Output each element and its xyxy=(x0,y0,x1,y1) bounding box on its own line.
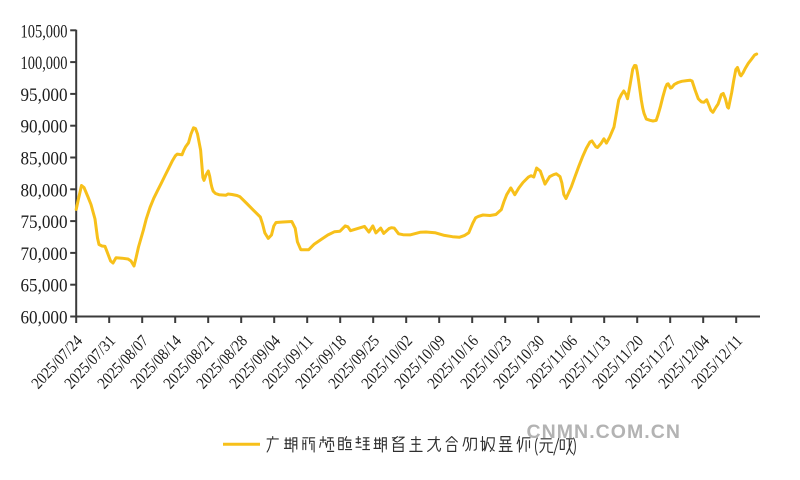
svg-text:75,000: 75,000 xyxy=(21,213,68,233)
svg-text:60,000: 60,000 xyxy=(21,309,68,329)
svg-text:65,000: 65,000 xyxy=(21,277,68,297)
svg-text:95,000: 95,000 xyxy=(21,86,68,106)
svg-text:80,000: 80,000 xyxy=(21,181,68,201)
svg-text:70,000: 70,000 xyxy=(21,245,68,265)
svg-text:90,000: 90,000 xyxy=(21,118,68,138)
svg-text:CNMN.COM.CN: CNMN.COM.CN xyxy=(527,421,682,443)
svg-text:85,000: 85,000 xyxy=(21,150,68,170)
svg-text:100,000: 100,000 xyxy=(21,54,68,74)
svg-text:105,000: 105,000 xyxy=(21,22,68,42)
